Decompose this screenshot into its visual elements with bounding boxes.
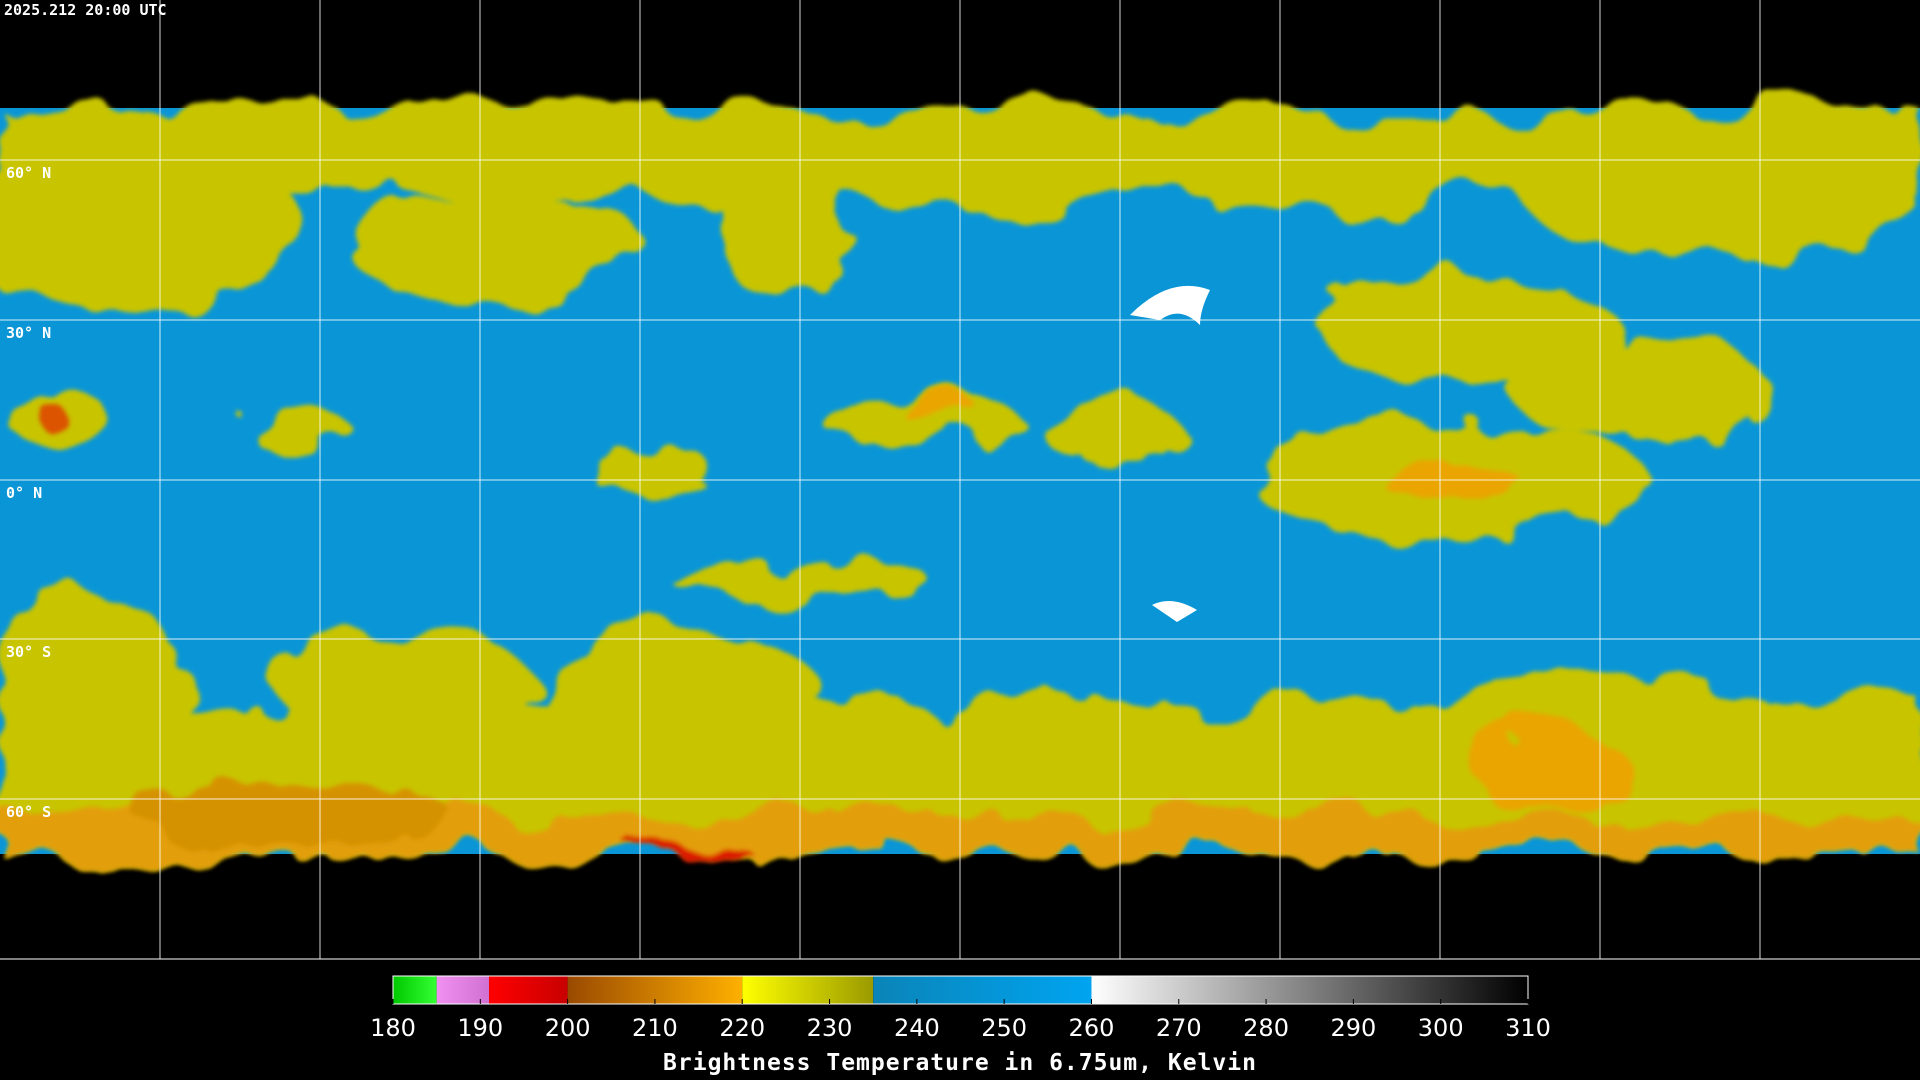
colorbar-segment [742,976,874,1004]
colorbar-tick-label: 230 [807,1014,853,1042]
colorbar-tick-label: 270 [1156,1014,1202,1042]
colorbar-tick-label: 260 [1069,1014,1115,1042]
colorbar-segment [1091,976,1528,1004]
colorbar-tick-label: 310 [1505,1014,1551,1042]
latitude-label: 60° N [6,164,51,182]
colorbar-tick-label: 290 [1330,1014,1376,1042]
colorbar-tick-label: 190 [457,1014,503,1042]
colorbar-tick-label: 220 [719,1014,765,1042]
warm-area [1130,285,1210,325]
colorbar-title: Brightness Temperature in 6.75um, Kelvin [663,1050,1257,1076]
colorbar-segment [393,976,437,1004]
latitude-label: 30° S [6,643,51,661]
colorbar-tick-label: 280 [1243,1014,1289,1042]
colorbar-tick-label: 200 [545,1014,591,1042]
colorbar-tick-label: 180 [370,1014,416,1042]
timestamp: 2025.212 20:00 UTC [4,1,167,19]
colorbar-frame [392,975,1529,1005]
colorbar-segment [436,976,490,1004]
graticule [0,0,1920,960]
colorbar-tick-label: 240 [894,1014,940,1042]
latitude-label: 30° N [6,324,51,342]
colorbar-tick-label: 250 [981,1014,1027,1042]
colorbar-tick-label: 300 [1418,1014,1464,1042]
colorbar-segment [489,976,568,1004]
latitude-label: 0° N [6,484,42,502]
colorbar-segment [873,976,1092,1004]
latitude-label: 60° S [6,803,51,821]
colorbar-tick-label: 210 [632,1014,678,1042]
warm-area [1152,601,1197,622]
colorbar: 180 190 200 210 220 230 240 250 260 270 280 290 300 3… [370,975,1551,1042]
